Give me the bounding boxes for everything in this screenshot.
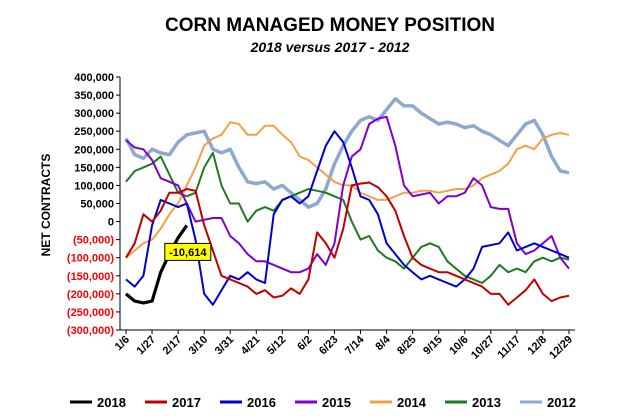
x-tick-label: 9/15 (421, 334, 445, 358)
x-tick-label: 12/8 (525, 334, 549, 358)
y-tick-label: 300,000 (74, 108, 114, 120)
legend-label-2016: 2016 (247, 395, 276, 410)
x-tick-label: 6/23 (317, 334, 341, 358)
legend-label-2018: 2018 (97, 395, 126, 410)
x-tick-label: 7/14 (343, 333, 367, 357)
y-tick-label: (300,000) (67, 325, 114, 337)
y-tick-label: 50,000 (80, 199, 114, 211)
annotation: -10,614 (164, 242, 212, 261)
y-tick-label: (150,000) (67, 271, 114, 283)
y-tick-label: (200,000) (67, 289, 114, 301)
y-tick-label: 100,000 (74, 180, 114, 192)
y-tick-label: (100,000) (67, 253, 114, 265)
y-tick-label: (50,000) (73, 235, 114, 247)
chart-title: CORN MANAGED MONEY POSITION (165, 15, 495, 36)
axes (119, 77, 575, 331)
x-tick-label: 6/2 (295, 334, 314, 353)
legend-label-2012: 2012 (547, 395, 576, 410)
series-line-2018 (124, 224, 189, 305)
y-axis-label: NET CONTRACTS (39, 154, 53, 257)
chart-subtitle: 2018 versus 2017 - 2012 (250, 39, 410, 55)
y-axis-ticks: 400,000 350,000 300,000 250,000 200,000 150,0… (67, 72, 120, 337)
x-tick-label: 1/6 (113, 334, 132, 353)
x-tick-label: 3/31 (213, 334, 237, 358)
x-tick-label: 4/21 (239, 334, 263, 358)
y-tick-label: (250,000) (67, 307, 114, 319)
series-line-2012 (124, 96, 570, 209)
series-line-2017 (125, 181, 570, 306)
x-tick-label: 3/10 (187, 334, 211, 358)
series-layer (124, 96, 570, 306)
y-tick-label: 250,000 (74, 126, 114, 138)
annotation-box (164, 242, 212, 261)
x-tick-label: 11/17 (495, 334, 523, 362)
legend-label-2013: 2013 (472, 395, 501, 410)
y-tick-label: 0 (108, 217, 114, 229)
y-tick-label: 200,000 (74, 144, 114, 156)
x-tick-label: 8/4 (373, 333, 393, 353)
series-line-2015 (125, 115, 570, 274)
legend-label-2014: 2014 (397, 395, 427, 410)
series-line-2014 (125, 121, 570, 259)
x-tick-label: 2/17 (161, 334, 185, 358)
series-line-2016 (125, 130, 570, 306)
y-tick-label: 350,000 (74, 90, 114, 102)
x-tick-label: 12/29 (547, 334, 575, 362)
legend-label-2017: 2017 (172, 395, 201, 410)
legend-label-2015: 2015 (322, 395, 351, 410)
x-tick-label: 5/12 (265, 334, 289, 358)
x-axis-ticks: 1/6 1/27 2/17 3/10 3/31 4/21 5/12 6/2 6/23 7/14 8/… (113, 330, 575, 362)
y-tick-label: 400,000 (74, 72, 114, 84)
x-tick-label: 1/27 (135, 334, 159, 358)
x-tick-label: 8/25 (395, 334, 419, 358)
legend: 2018 2017 2016 2015 2014 2013 2012 (70, 395, 576, 410)
x-tick-label: 10/27 (469, 334, 497, 362)
x-tick-label: 10/6 (447, 334, 471, 358)
annotation-label: -10,614 (169, 247, 207, 259)
y-tick-label: 150,000 (74, 162, 114, 174)
